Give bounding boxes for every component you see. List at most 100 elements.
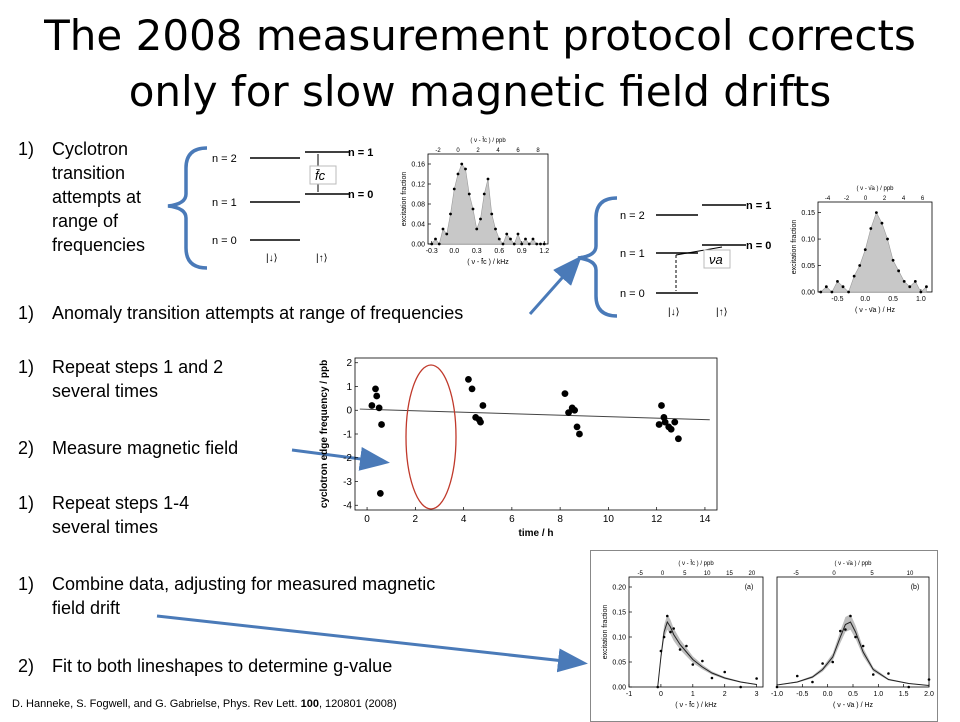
y-tick-label: 0.12 [411, 181, 425, 188]
data-point [852, 274, 856, 278]
data-point [795, 674, 799, 678]
x-tick-label: 14 [699, 514, 711, 525]
data-point [494, 227, 497, 231]
combined-lineshape-chart-b: -1.0 -0.5 0.0 0.5 1.0 1.5 2.0 -5 0 5 10 ( ν - ν̄a )… [771, 561, 934, 709]
slide-title-line-1: The 2008 measurement protocol corrects [44, 11, 916, 60]
x-tick-label: 0 [364, 514, 370, 525]
data-point [571, 406, 579, 414]
level-label: n = 1 [746, 200, 771, 212]
data-point [887, 672, 890, 675]
top-tick-label: 0 [832, 571, 836, 577]
top-tick-label: 0 [864, 196, 868, 202]
data-point [662, 635, 666, 639]
data-point [460, 162, 464, 166]
data-point [475, 416, 483, 424]
data-point [430, 242, 434, 246]
data-point [497, 237, 501, 241]
data-point [376, 489, 384, 497]
level-label: n = 0 [212, 235, 237, 247]
top-tick-label: 15 [726, 571, 733, 577]
lineshape-area [820, 211, 927, 293]
top-tick-label: 4 [496, 148, 500, 154]
data-point [821, 662, 824, 665]
data-point [841, 285, 845, 289]
first-run-ellipse [405, 364, 457, 510]
data-point [505, 232, 509, 236]
anomaly-brace [577, 196, 618, 318]
data-point [919, 290, 923, 294]
anomaly-lineshape-chart: -0.5 0.0 0.5 1.0 0.00 0.05 0.10 0.15 -4 -2 0 2 4 6 ( ν… [791, 186, 933, 314]
top-tick-label: -2 [844, 196, 850, 202]
step-5-text: Repeat steps 1-4 several times [52, 493, 190, 537]
data-point [535, 242, 539, 246]
data-point [863, 248, 867, 252]
data-point [368, 402, 376, 409]
fit-band [657, 614, 757, 687]
data-point [678, 648, 682, 651]
level-label: n = 2 [212, 153, 237, 165]
top-tick-label: 0 [661, 571, 665, 577]
data-point [891, 258, 895, 262]
data-point [844, 628, 847, 631]
data-point [691, 663, 695, 666]
transition-label: f̄c [315, 168, 326, 183]
data-point [902, 280, 906, 283]
x-tick-label: 2.0 [924, 691, 934, 698]
x-tick-label: 1.0 [916, 296, 926, 303]
x-tick-label: 0.0 [449, 248, 459, 255]
data-point [445, 232, 449, 236]
data-point [576, 430, 583, 438]
anomaly-level-diagram: n = 2 n = 1 n = 0 n = 1 n = 0 νa |↓⟩ |↑⟩ [620, 200, 771, 318]
data-point [375, 404, 383, 412]
spin-down-label: |↓⟩ [668, 307, 680, 318]
arrow-to-lineshapes [156, 614, 588, 673]
cyclotron-level-diagram: n = 2 n = 1 n = 0 n = 1 n = 0 f̄c |↓⟩ |↑… [212, 147, 373, 264]
level-label: n = 1 [348, 147, 373, 159]
data-point [659, 649, 663, 653]
spin-up-label: |↑⟩ [316, 253, 328, 264]
arrow-to-magnetic-data [291, 446, 390, 471]
data-point [858, 264, 862, 267]
x-tick-label: 0.3 [472, 248, 482, 255]
x-tick-label: 0.0 [860, 296, 870, 303]
y-tick-label: -2 [343, 453, 352, 464]
y-tick-label: 2 [346, 358, 352, 369]
data-point [655, 421, 663, 428]
data-point [672, 627, 675, 630]
plot-frame [628, 576, 764, 688]
data-point [378, 421, 385, 428]
step-1-text: Cyclotron transition attempts at range o… [52, 139, 146, 255]
data-point [739, 685, 742, 689]
data-point [509, 237, 512, 241]
data-point [452, 187, 456, 191]
data-point [467, 192, 471, 196]
x-tick-label: 2 [413, 514, 419, 525]
level-label: n = 0 [348, 189, 373, 201]
y-tick-label: -1 [343, 429, 352, 440]
data-point [847, 290, 850, 294]
data-point [573, 423, 581, 431]
data-point [520, 242, 524, 246]
top-tick-label: 20 [748, 571, 755, 577]
data-point [434, 237, 437, 241]
data-point [456, 172, 460, 176]
level-label: n = 2 [620, 210, 645, 222]
y-tick-label: 0.20 [612, 584, 626, 591]
x-tick-label: -1.0 [771, 691, 783, 698]
data-point [775, 685, 779, 689]
data-point [468, 385, 476, 393]
y-tick-label: -4 [343, 501, 352, 512]
data-point [874, 211, 878, 214]
top-tick-label: -5 [637, 571, 643, 577]
spin-up-label: |↑⟩ [716, 307, 728, 318]
data-point [836, 280, 839, 283]
step-5-number: 1) [18, 493, 35, 513]
x-tick-label: 1 [691, 691, 695, 698]
data-point [674, 435, 682, 443]
fit-curve [657, 620, 757, 688]
x-tick-label: 4 [461, 514, 467, 525]
x-tick-label: 12 [651, 514, 663, 525]
top-tick-label: 2 [476, 148, 480, 154]
